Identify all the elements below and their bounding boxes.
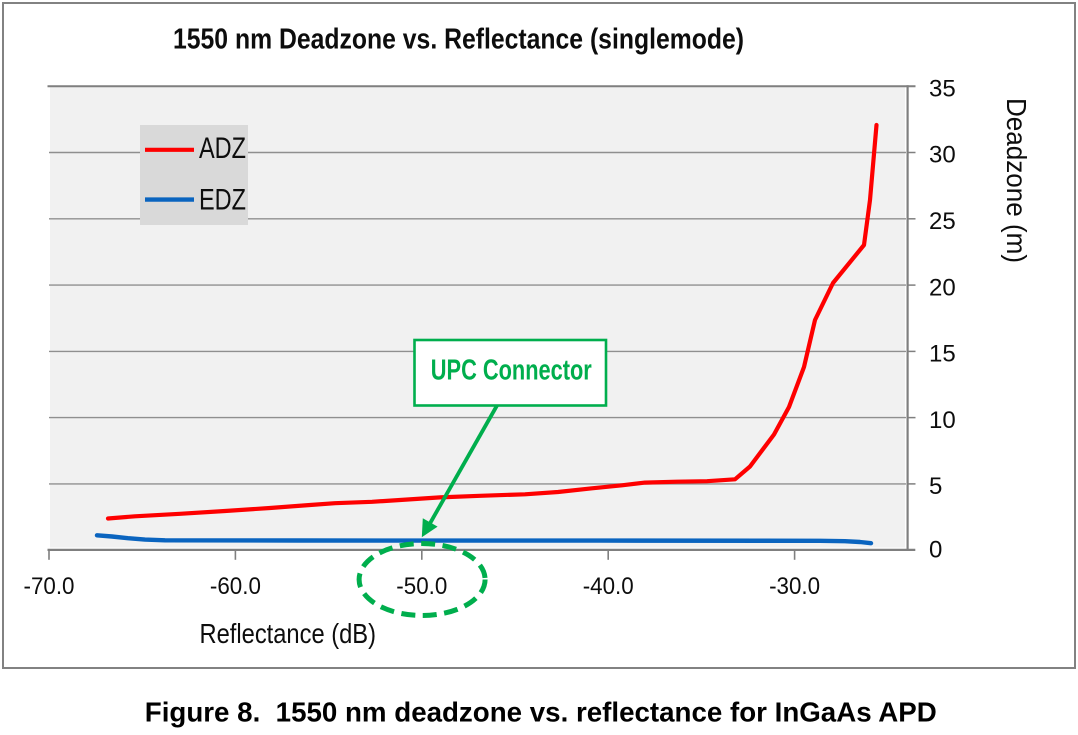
svg-text:Reflectance (dB): Reflectance (dB) [200,618,377,649]
svg-text:5: 5 [929,473,942,500]
svg-text:25: 25 [929,208,956,235]
svg-text:-40.0: -40.0 [583,573,634,600]
svg-text:1550 nm Deadzone vs. Reflectan: 1550 nm Deadzone vs. Reflectance (single… [173,23,744,55]
svg-text:35: 35 [929,76,956,103]
svg-text:0: 0 [929,537,942,564]
svg-text:Deadzone (m): Deadzone (m) [1001,98,1032,263]
svg-text:-70.0: -70.0 [24,573,75,600]
svg-text:30: 30 [929,142,956,169]
svg-text:Figure 8. 1550 nm deadzone vs: Figure 8. 1550 nm deadzone vs. reflectan… [145,697,937,728]
svg-text:UPC Connector: UPC Connector [431,355,592,387]
svg-text:EDZ: EDZ [199,184,246,217]
svg-text:-60.0: -60.0 [210,573,261,600]
svg-text:ADZ: ADZ [199,132,246,165]
svg-text:20: 20 [929,274,956,301]
svg-text:-30.0: -30.0 [769,573,820,600]
svg-text:10: 10 [929,407,956,434]
svg-text:-50.0: -50.0 [396,573,447,600]
svg-text:15: 15 [929,341,956,368]
